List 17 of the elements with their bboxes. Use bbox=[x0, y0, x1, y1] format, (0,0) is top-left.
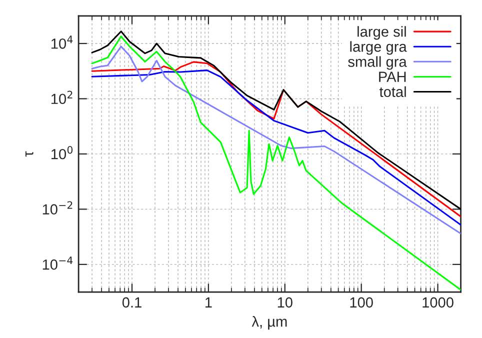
x-tick-label: 1 bbox=[206, 297, 212, 308]
legend-label: large gra bbox=[350, 41, 407, 55]
y-tick-label: 10$^{−2}$ bbox=[42, 201, 72, 215]
x-tick-label: 0.1 bbox=[122, 297, 142, 308]
legend-label: total bbox=[379, 86, 406, 98]
y-tick-label: 10$^{−4}$ bbox=[42, 256, 73, 270]
x-tick-label: 1000 bbox=[422, 297, 454, 308]
y-axis-title: τ bbox=[25, 151, 34, 157]
y-tick-label: 10$^{0}$ bbox=[51, 146, 73, 160]
legend-label: PAH bbox=[379, 72, 406, 82]
x-tick-label: 10 bbox=[278, 297, 292, 308]
y-tick-label: 10$^{4}$ bbox=[51, 36, 73, 49]
legend-label: large sil bbox=[358, 26, 406, 40]
legend-label: small gra bbox=[348, 56, 407, 70]
x-tick-label: 100 bbox=[350, 297, 373, 308]
x-axis-title: λ, µm bbox=[252, 316, 287, 330]
y-tick-label: 10$^{2}$ bbox=[51, 90, 72, 104]
